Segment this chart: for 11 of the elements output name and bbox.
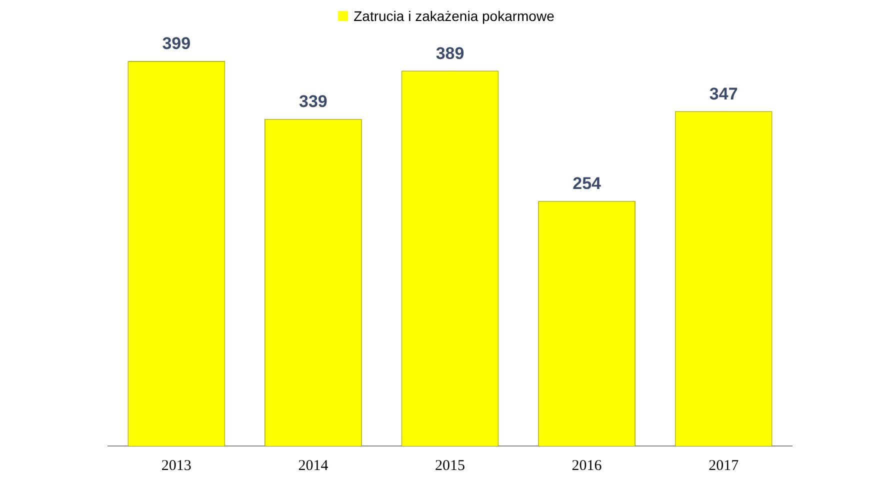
x-tick-label: 2017	[708, 458, 740, 474]
x-tick-label: 2013	[161, 458, 192, 474]
x-tick-label: 2014	[298, 458, 329, 474]
data-label: 347	[709, 84, 738, 104]
data-label: 339	[299, 92, 328, 112]
data-label: 389	[436, 44, 464, 63]
x-tick-label: 2015	[435, 458, 465, 474]
data-label: 399	[162, 34, 191, 54]
x-tick-label: 2016	[572, 458, 602, 474]
data-label: 254	[572, 174, 602, 194]
legend-label: Zatrucia i zakażenia pokarmowe	[354, 8, 554, 24]
